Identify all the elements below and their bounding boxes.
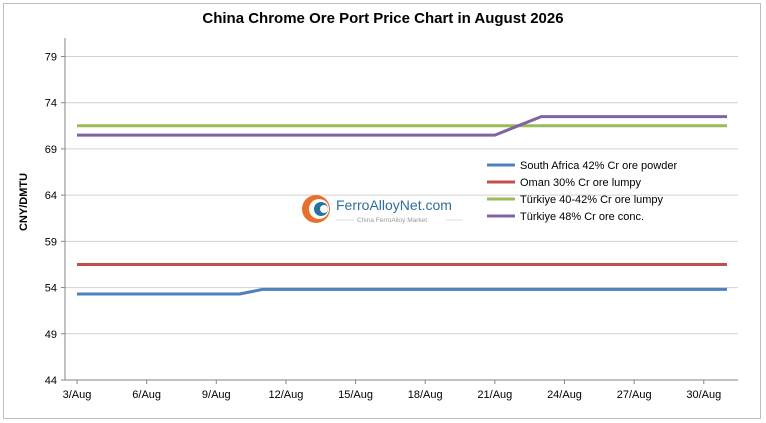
axes xyxy=(61,38,738,384)
y-tick-label: 64 xyxy=(45,190,57,202)
y-tick-label: 54 xyxy=(45,283,57,295)
y-tick-label: 44 xyxy=(45,375,57,387)
chart-frame xyxy=(3,3,761,419)
legend: South Africa 42% Cr ore powder Oman 30% C… xyxy=(487,160,677,223)
x-tick-label: 24/Aug xyxy=(547,389,582,401)
legend-label-1: South Africa 42% Cr ore powder xyxy=(520,160,677,172)
chart-title: China Chrome Ore Port Price Chart in Aug… xyxy=(202,10,564,27)
y-tick-label: 59 xyxy=(45,236,57,248)
x-tick-label: 9/Aug xyxy=(202,389,231,401)
watermark-brand: FerroAlloyNet.com xyxy=(336,197,452,213)
y-tick-label: 74 xyxy=(45,98,57,110)
x-tick-label: 30/Aug xyxy=(686,389,721,401)
y-tick-label: 69 xyxy=(45,144,57,156)
x-tick-label: 15/Aug xyxy=(338,389,373,401)
x-tick-label: 6/Aug xyxy=(132,389,161,401)
x-tick-label: 12/Aug xyxy=(268,389,303,401)
legend-label-2: Oman 30% Cr ore lumpy xyxy=(520,177,642,189)
x-tick-labels: 3/Aug 6/Aug 9/Aug 12/Aug 15/Aug 18/Aug 21/Aug 2… xyxy=(63,389,722,401)
legend-label-3: Türkiye 40-42% Cr ore lumpy xyxy=(520,194,664,206)
watermark-tagline: China FerroAlloy Market xyxy=(357,217,427,224)
y-tick-labels: 44 49 54 59 64 69 74 79 xyxy=(45,51,57,387)
x-tick-label: 21/Aug xyxy=(477,389,512,401)
watermark: FerroAlloyNet.com China FerroAlloy Marke… xyxy=(302,195,463,224)
y-tick-label: 79 xyxy=(45,51,57,63)
x-tick-label: 27/Aug xyxy=(617,389,652,401)
ferroalloynet-logo-icon xyxy=(302,195,330,223)
series-line-1 xyxy=(77,287,727,296)
legend-label-4: Türkiye 48% Cr ore conc. xyxy=(520,211,644,223)
x-tick-label: 18/Aug xyxy=(408,389,443,401)
x-tick-label: 3/Aug xyxy=(63,389,92,401)
series-lines xyxy=(77,115,727,296)
gridlines xyxy=(65,55,738,335)
y-tick-label: 49 xyxy=(45,329,57,341)
series-line-4 xyxy=(77,115,727,137)
